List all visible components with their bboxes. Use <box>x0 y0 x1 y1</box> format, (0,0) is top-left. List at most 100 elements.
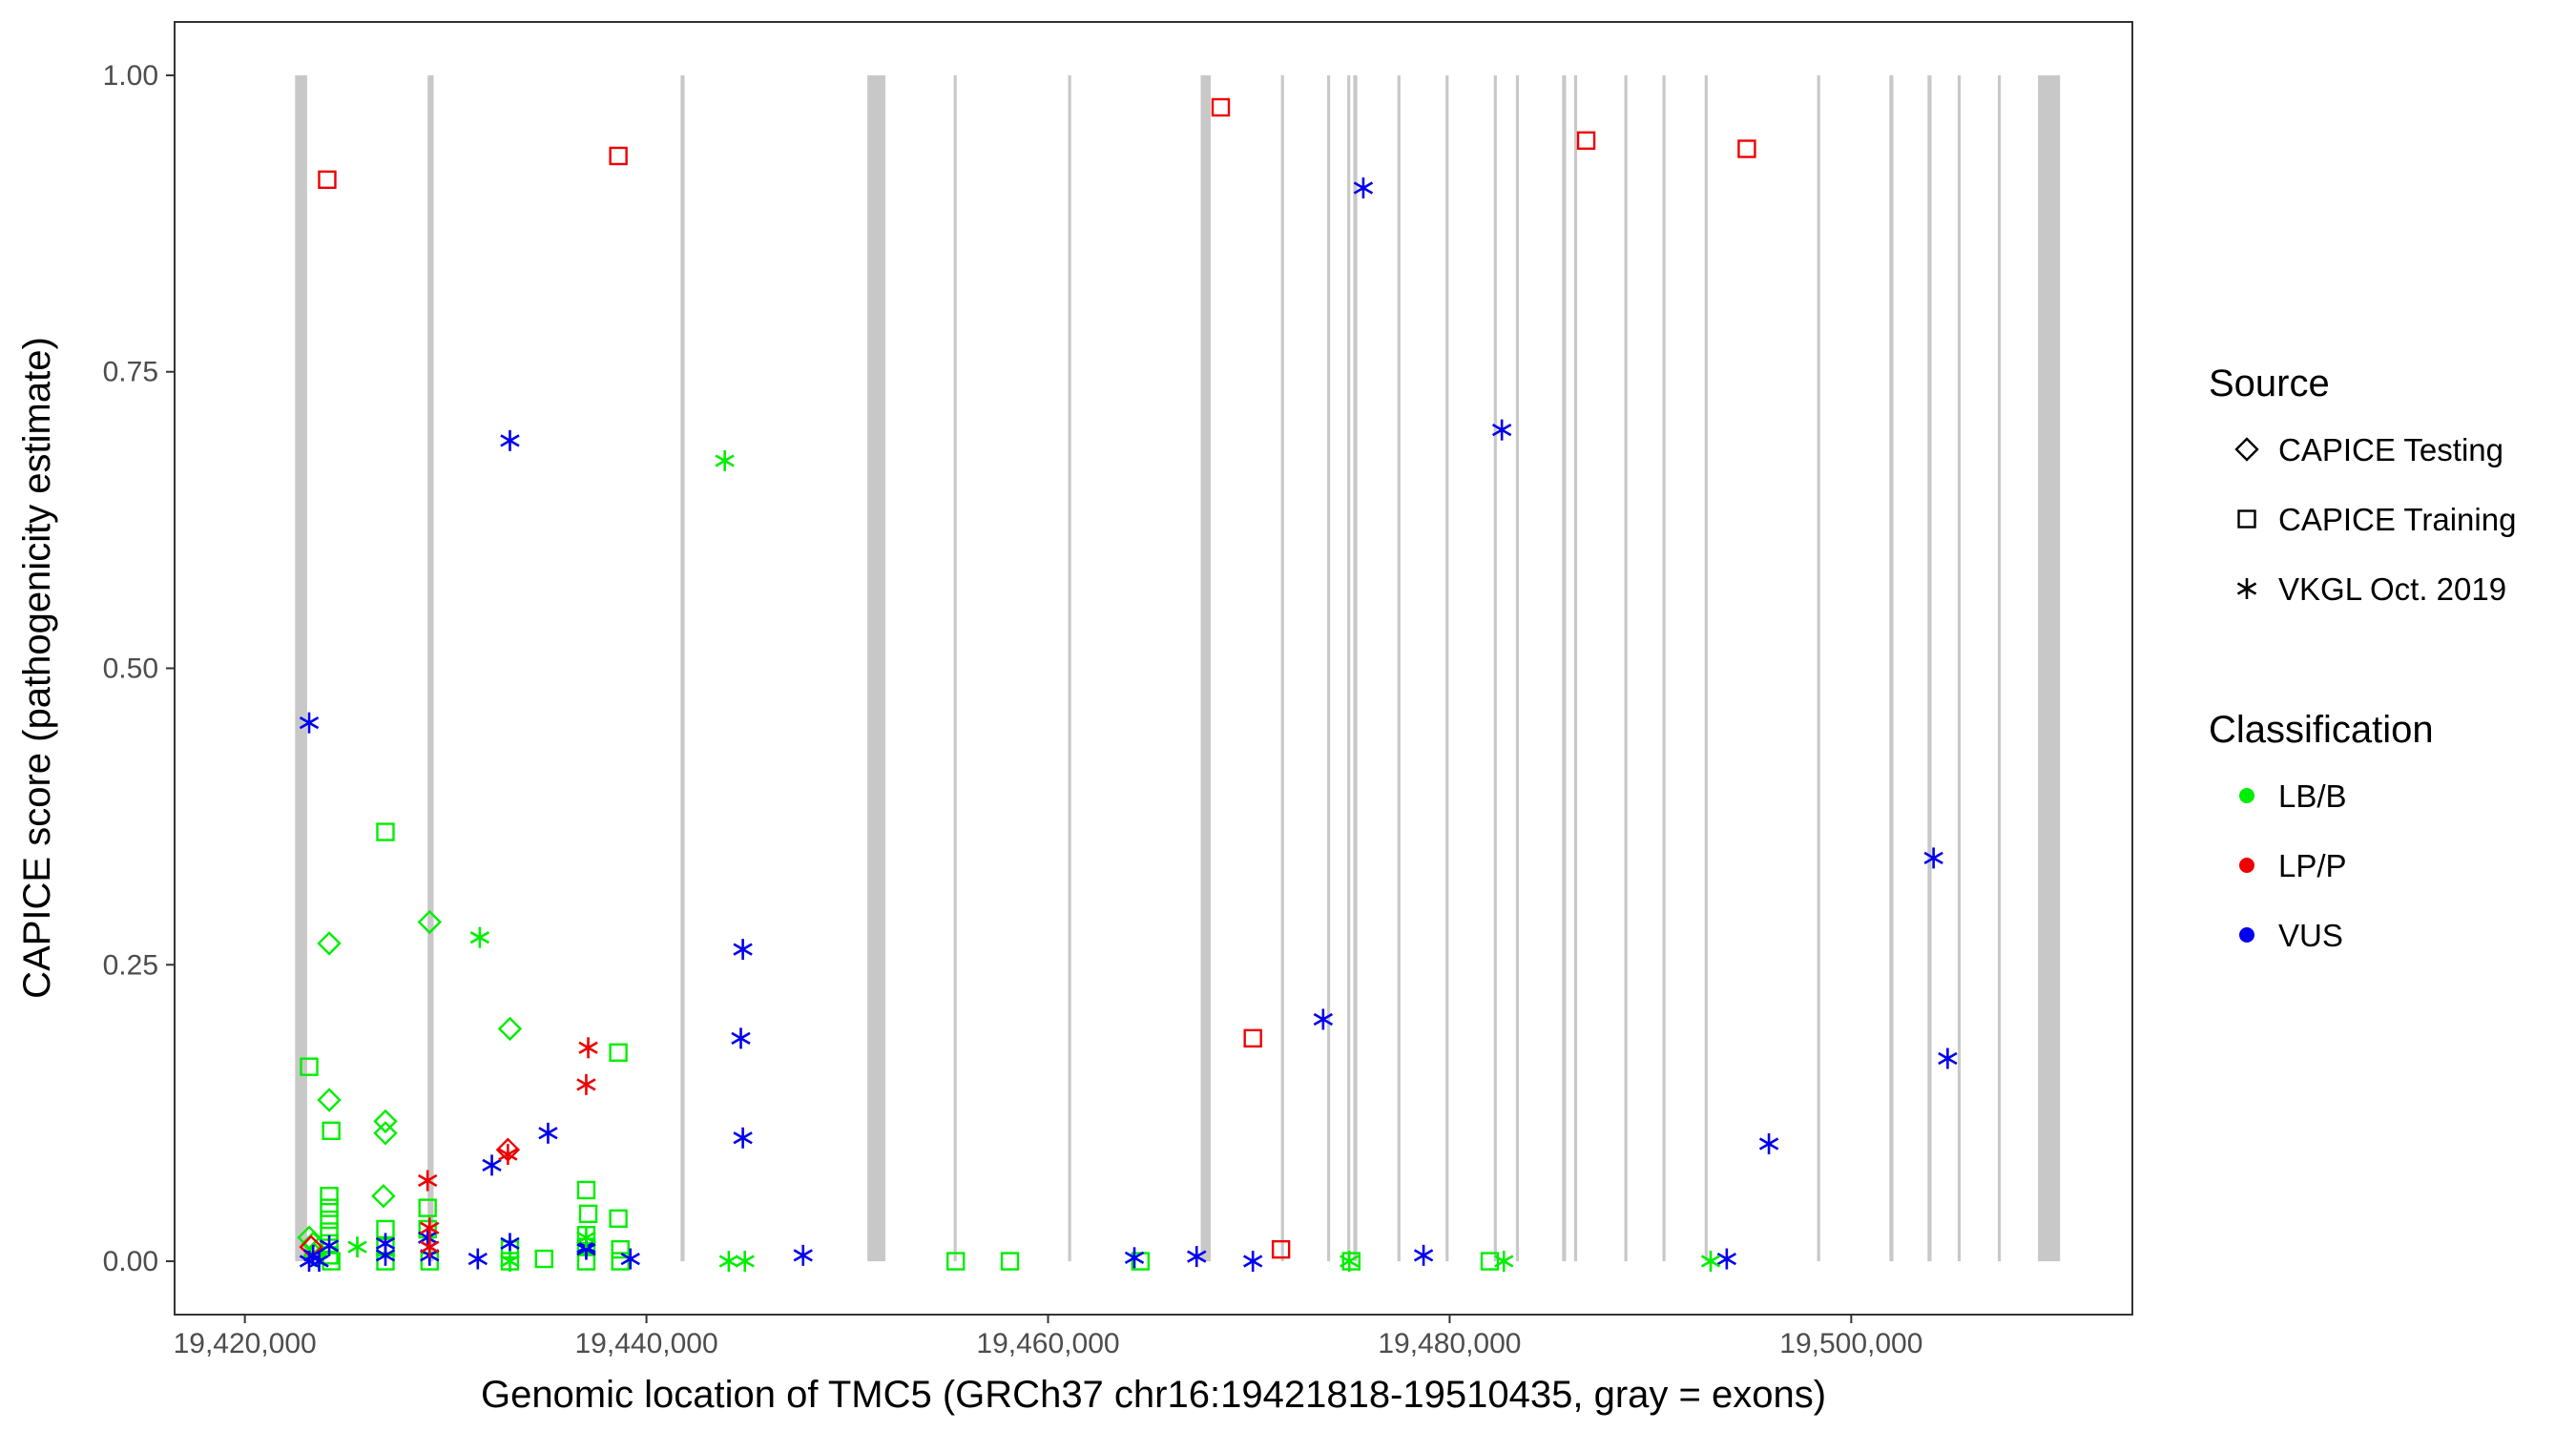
legend-class-key <box>2239 788 2254 803</box>
data-point <box>420 1217 440 1239</box>
exon-band <box>1353 74 1358 1262</box>
legend-class-entries: LB/B LP/P VUS <box>2239 778 2347 953</box>
data-point <box>309 1251 329 1273</box>
x-tick-label: 19,440,000 <box>575 1328 718 1359</box>
data-point <box>609 146 628 166</box>
exon-bands <box>295 74 2061 1262</box>
data-point <box>1923 847 1943 869</box>
data-point <box>373 1121 398 1146</box>
legend-source-key <box>2237 509 2256 529</box>
data-point <box>482 1154 502 1176</box>
data-point <box>1758 1132 1779 1154</box>
data-point <box>417 909 442 935</box>
data-point <box>497 1016 523 1042</box>
data-point <box>376 822 395 841</box>
exon-band <box>2038 74 2061 1262</box>
y-tick-label: 0.00 <box>103 1246 158 1277</box>
y-axis: 0.00 0.25 0.50 0.75 1.00 <box>103 60 175 1277</box>
data-point <box>347 1236 367 1258</box>
data-point <box>733 1127 753 1149</box>
data-point <box>319 1234 340 1256</box>
data-point <box>715 449 735 471</box>
data-point <box>1000 1252 1020 1271</box>
legend-classification-title: Classification <box>2209 709 2434 751</box>
y-axis-title: CAPICE score (pathogenicity estimate) <box>16 337 58 999</box>
data-point <box>322 1121 341 1141</box>
data-point <box>498 1144 518 1166</box>
data-point <box>611 1239 630 1259</box>
legend-class-key <box>2239 858 2254 873</box>
data-point <box>420 1236 440 1258</box>
legend-source-key <box>2234 437 2259 462</box>
legend-source-label: CAPICE Training <box>2278 502 2516 537</box>
data-point <box>733 939 753 961</box>
data-point <box>1124 1247 1145 1269</box>
data-points <box>297 97 1958 1273</box>
legend: Source CAPICE Testing CAPICE Training VKGL… <box>2209 363 2516 953</box>
exon-band <box>1327 74 1331 1262</box>
data-point <box>1494 1251 1514 1273</box>
data-point <box>735 1251 755 1273</box>
data-point <box>500 1251 520 1273</box>
data-point <box>609 1043 628 1062</box>
exon-band <box>1662 74 1666 1262</box>
x-tick-label: 19,460,000 <box>976 1328 1119 1359</box>
exon-band <box>1889 74 1894 1262</box>
exon-band <box>1573 74 1578 1262</box>
data-point <box>500 429 520 451</box>
exon-band <box>1347 74 1351 1262</box>
data-point <box>320 1210 339 1230</box>
data-point <box>1313 1008 1334 1030</box>
data-point <box>1187 1246 1207 1268</box>
data-point <box>576 1227 596 1249</box>
y-tick-label: 0.75 <box>103 357 158 388</box>
data-point <box>538 1122 558 1144</box>
exon-band <box>1280 74 1284 1262</box>
y-tick-label: 1.00 <box>103 60 158 92</box>
exon-band <box>1817 74 1820 1262</box>
data-point <box>576 1073 596 1095</box>
data-point <box>375 1244 396 1266</box>
legend-source-label: VKGL Oct. 2019 <box>2278 571 2506 607</box>
exon-band <box>1957 74 1962 1262</box>
data-point <box>300 1057 319 1076</box>
exon-band <box>1997 74 2002 1262</box>
data-point <box>1211 97 1231 117</box>
data-point <box>1243 1251 1263 1273</box>
data-point <box>534 1249 553 1269</box>
data-point <box>317 931 342 956</box>
exon-band <box>295 74 307 1262</box>
data-point <box>317 1088 342 1112</box>
x-tick-label: 19,480,000 <box>1378 1328 1521 1359</box>
legend-class-label: LP/P <box>2278 848 2347 883</box>
data-point <box>1243 1028 1262 1048</box>
x-axis: 19,420,000 19,440,000 19,460,000 19,480,000… <box>174 1315 1922 1359</box>
exon-band <box>680 74 685 1262</box>
x-tick-label: 19,420,000 <box>174 1328 317 1359</box>
legend-source-key <box>2236 578 2257 599</box>
data-point <box>320 1198 339 1217</box>
exon-band <box>867 74 886 1262</box>
data-point <box>1576 131 1596 151</box>
data-point <box>578 1204 598 1224</box>
exon-band <box>1200 74 1211 1262</box>
legend-source-label: CAPICE Testing <box>2278 432 2503 467</box>
data-point <box>1700 1251 1721 1273</box>
exon-band <box>1624 74 1628 1262</box>
data-point <box>945 1252 966 1271</box>
data-point <box>1340 1251 1360 1273</box>
data-point <box>1341 1252 1361 1271</box>
x-tick-label: 19,500,000 <box>1779 1328 1922 1359</box>
exon-band <box>953 74 957 1262</box>
data-point <box>418 1170 438 1192</box>
data-point <box>1737 139 1756 158</box>
data-point <box>318 170 337 190</box>
exon-band <box>1515 74 1520 1262</box>
data-point <box>1271 1239 1291 1259</box>
exon-band <box>1704 74 1708 1262</box>
y-tick-label: 0.50 <box>103 653 158 685</box>
exon-band <box>1397 74 1401 1262</box>
data-point <box>299 712 320 734</box>
exon-band <box>1445 74 1449 1262</box>
